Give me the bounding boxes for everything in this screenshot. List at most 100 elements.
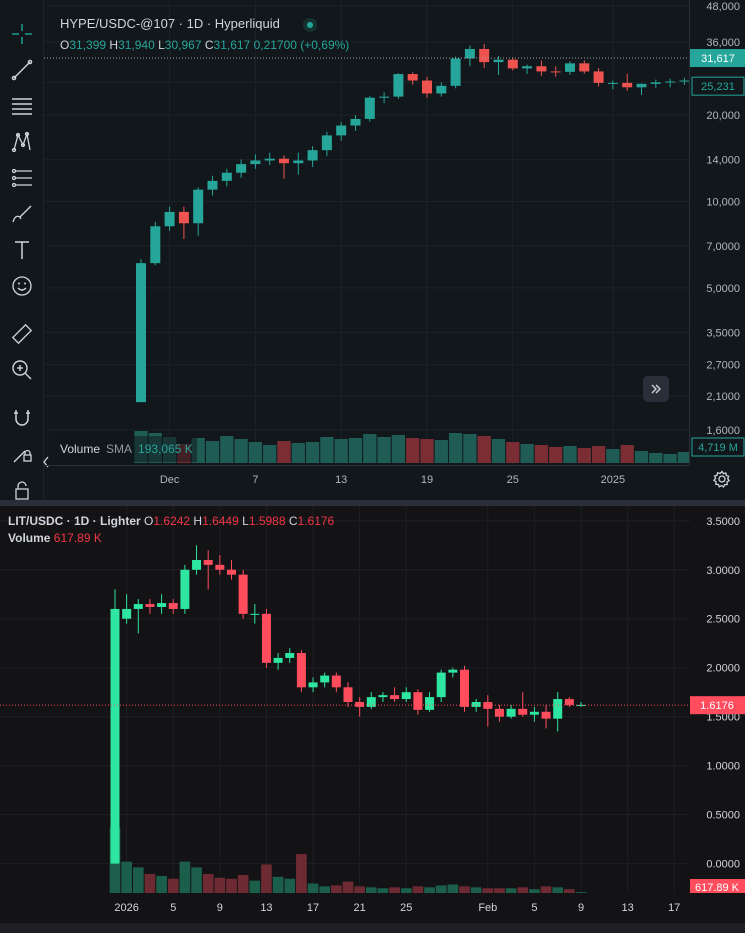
- hype-time-axis[interactable]: Dec 7 13 19 25 2025: [44, 465, 689, 493]
- lock-drawing-tool[interactable]: [8, 440, 36, 468]
- volume-bar: [434, 440, 448, 463]
- forecast-tool[interactable]: [8, 164, 36, 192]
- fib-lines-tool[interactable]: [8, 92, 36, 120]
- candle-body: [401, 692, 411, 700]
- volume-bar: [214, 877, 226, 893]
- volume-bar: [577, 448, 591, 463]
- high-label: H: [109, 38, 119, 52]
- volume-bar: [412, 886, 424, 893]
- emoji-tool[interactable]: [8, 272, 36, 300]
- volume-bar: [575, 892, 587, 893]
- time-tick-label: 5: [170, 902, 176, 914]
- high-value: 31,940: [118, 38, 155, 52]
- lit-price-axis[interactable]: 3.5000 3.0000 2.5000 2.0000 1.5000 1.0000 0.50…: [690, 506, 745, 893]
- lit-candle-chart[interactable]: [0, 506, 690, 893]
- low-label: L: [158, 38, 165, 52]
- candle-body: [321, 135, 332, 151]
- candle-body: [522, 66, 533, 69]
- candle-body: [541, 711, 551, 719]
- close-label: C: [204, 38, 214, 52]
- price-tick-label: 20,000: [706, 110, 740, 122]
- hype-price-axis[interactable]: 48,00036,00026,00020,00014,00010,0007,00…: [689, 0, 745, 465]
- volume-bar: [463, 434, 477, 463]
- volume-bar: [144, 874, 156, 893]
- volume-bar: [563, 446, 577, 463]
- candle-body: [250, 613, 260, 615]
- candle-body: [364, 97, 375, 119]
- price-tick-label: 7,0000: [706, 241, 740, 253]
- volume-label: Volume: [60, 442, 101, 456]
- candle-body: [279, 158, 289, 164]
- volume-bar: [606, 449, 620, 463]
- candle-body: [413, 692, 423, 710]
- magnet-tool[interactable]: [8, 404, 36, 432]
- volume-bar: [191, 867, 202, 893]
- candle-body: [207, 180, 218, 190]
- zoom-in-tool[interactable]: [8, 356, 36, 384]
- market-status-icon[interactable]: [303, 18, 317, 32]
- volume-bar: [447, 884, 459, 893]
- candle-body: [238, 574, 248, 614]
- candle-body: [192, 559, 202, 570]
- crosshair-tool[interactable]: [8, 20, 36, 48]
- change-value: 0,21700 (+0,69%): [253, 38, 350, 52]
- volume-bar: [277, 441, 291, 463]
- candle-body: [425, 697, 435, 710]
- price-tick-label: 3.5000: [706, 516, 740, 528]
- open-label: O: [60, 38, 70, 52]
- lock-drawing-icon: [13, 449, 32, 463]
- chart-settings-button[interactable]: [710, 467, 734, 491]
- candle-body: [564, 699, 574, 705]
- candle-body: [296, 653, 306, 688]
- panel-divider[interactable]: [0, 500, 745, 506]
- volume-bar: [237, 874, 249, 893]
- lit-time-axis[interactable]: 2026 5 9 13 17 21 25 Feb 5 9 13 17: [0, 893, 690, 923]
- candle-body: [479, 48, 490, 63]
- candle-body: [607, 82, 618, 84]
- candle-body: [507, 59, 518, 69]
- expand-toolbar-button[interactable]: [643, 376, 669, 402]
- text-tool[interactable]: [8, 236, 36, 264]
- lock-tool[interactable]: [8, 476, 36, 504]
- hype-candle-chart[interactable]: [44, 0, 689, 465]
- time-tick-label: 17: [668, 902, 680, 914]
- volume-bar: [459, 886, 470, 893]
- candle-body: [157, 603, 167, 607]
- volume-bar: [377, 888, 389, 893]
- candle-body: [494, 708, 504, 717]
- pattern-tool[interactable]: [8, 128, 36, 156]
- candle-body: [460, 669, 469, 707]
- zoom-in-icon: [12, 360, 32, 380]
- volume-label: Volume: [8, 531, 51, 545]
- ruler-tool[interactable]: [8, 320, 36, 348]
- time-tick-label: 13: [335, 474, 347, 486]
- pattern-icon: [11, 131, 31, 153]
- gear-icon: [713, 470, 731, 488]
- time-tick-label: Dec: [160, 474, 180, 486]
- time-tick-label: 9: [578, 902, 584, 914]
- brush-tool[interactable]: [8, 200, 36, 228]
- candle-body: [529, 711, 539, 715]
- volume-bar: [549, 447, 563, 463]
- candle-body: [493, 59, 504, 63]
- candle-body: [221, 172, 232, 181]
- fib-lines-icon: [12, 98, 32, 115]
- volume-bar: [470, 887, 482, 893]
- trend-line-tool[interactable]: [8, 56, 36, 84]
- volume-bar: [272, 876, 284, 893]
- candle-body: [164, 211, 175, 227]
- volume-bar: [520, 444, 534, 463]
- candle-body: [331, 675, 341, 688]
- hype-chart-panel: 48,00036,00026,00020,00014,00010,0007,00…: [8, 0, 745, 500]
- volume-value: 617.89 K: [695, 882, 740, 893]
- candle-body: [436, 85, 447, 94]
- volume-bar: [305, 442, 320, 463]
- secondary-price-tag: [691, 76, 745, 96]
- volume-bar: [540, 886, 552, 893]
- volume-bar: [649, 453, 663, 463]
- volume-bar: [226, 878, 237, 893]
- lit-volume-legend: Volume 617.89 K: [8, 531, 102, 545]
- candle-body: [285, 653, 295, 658]
- volume-bar: [202, 874, 214, 893]
- horizontal-scrollbar[interactable]: [0, 923, 745, 933]
